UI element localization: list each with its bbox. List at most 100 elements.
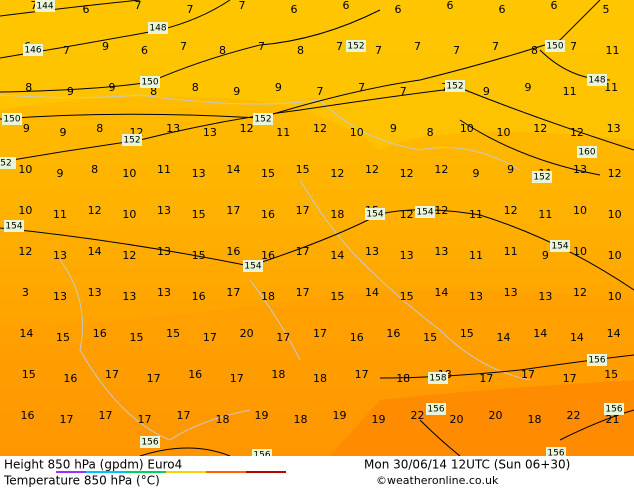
temperature-label: 11 <box>606 44 620 57</box>
temperature-label: 18 <box>271 368 285 381</box>
temperature-label: 15 <box>166 327 180 340</box>
temperature-label: 13 <box>166 122 180 135</box>
temperature-label: 7 <box>358 81 365 94</box>
temperature-label: 7 <box>441 81 448 94</box>
temperature-label: 14 <box>607 327 621 340</box>
temperature-label: 15 <box>604 368 618 381</box>
temperature-label: 6 <box>447 0 454 12</box>
temperature-label: 7 <box>400 85 407 98</box>
temperature-label: 17 <box>203 331 217 344</box>
temperature-label: 9 <box>275 81 282 94</box>
contour-label-box <box>577 146 597 158</box>
temperature-label: 14 <box>570 331 584 344</box>
contour-label-box <box>550 240 570 252</box>
temperature-label: 8 <box>91 163 98 176</box>
temperature-label: 13 <box>434 245 448 258</box>
contour-label: 156 <box>605 405 622 415</box>
temperature-label: 7 <box>375 44 382 57</box>
contour-label-box <box>426 403 446 415</box>
contour-label: 148 <box>149 24 166 34</box>
contour-label-box <box>365 208 385 220</box>
temperature-label: 14 <box>88 245 102 258</box>
temperature-label: 16 <box>93 327 107 340</box>
temperature-label: 7 <box>63 44 70 57</box>
contour-label: 156 <box>588 356 605 366</box>
footer-right-bottom: ©weatheronline.co.uk <box>376 474 499 487</box>
temperature-label: 17 <box>521 368 535 381</box>
temperature-label: 9 <box>525 81 532 94</box>
temperature-label: 17 <box>563 372 577 385</box>
temperature-label: 9 <box>57 167 64 180</box>
temperature-label: 15 <box>423 331 437 344</box>
contour-label-box <box>445 80 465 92</box>
temperature-label: 13 <box>53 290 67 303</box>
temperature-label: 7 <box>414 40 421 53</box>
temperature-label: 10 <box>460 122 474 135</box>
temperature-label: 14 <box>533 327 547 340</box>
temperature-label: 5 <box>603 3 610 16</box>
contour-label: 146 <box>24 46 41 56</box>
temperature-label: 15 <box>400 290 414 303</box>
contour-label-box <box>243 260 263 272</box>
temperature-label: 17 <box>226 286 240 299</box>
temperature-label: 11 <box>53 208 67 221</box>
temperature-label: 11 <box>538 208 552 221</box>
contour-label: 156 <box>141 438 158 448</box>
temperature-label: 13 <box>504 286 518 299</box>
temperature-label: 14 <box>365 286 379 299</box>
temperature-label: 14 <box>330 249 344 262</box>
temperature-label: 17 <box>99 409 113 422</box>
contour-label: 156 <box>427 405 444 415</box>
temperature-label: 19 <box>333 409 347 422</box>
temperature-label: 8 <box>427 126 434 139</box>
temperature-label: 14 <box>497 331 511 344</box>
temperature-label: 15 <box>330 290 344 303</box>
temperature-label: 10 <box>18 163 32 176</box>
temperature-label: 13 <box>400 249 414 262</box>
temperature-label: 6 <box>551 0 558 12</box>
contour-label: 158 <box>429 374 446 384</box>
temperature-label: 9 <box>23 122 30 135</box>
temperature-label: 13 <box>203 126 217 139</box>
temperature-label: 12 <box>570 126 584 139</box>
contour-label: 150 <box>546 42 563 52</box>
footer-left-bottom: Temperature 850 hPa (°C) <box>3 474 160 488</box>
temperature-label: 13 <box>538 290 552 303</box>
temperature-label: 12 <box>240 122 254 135</box>
temperature-label: 3 <box>22 286 29 299</box>
temperature-label: 10 <box>122 167 136 180</box>
temperature-label: 9 <box>67 85 74 98</box>
temperature-label: 18 <box>216 413 230 426</box>
temperature-label: 17 <box>296 245 310 258</box>
temperature-label: 18 <box>313 372 327 385</box>
temperature-label: 12 <box>330 167 344 180</box>
temperature-label: 15 <box>129 331 143 344</box>
contour-label: 154 <box>416 208 433 218</box>
temperature-label: 16 <box>350 331 364 344</box>
temperature-label: 11 <box>604 81 618 94</box>
temperature-label: 8 <box>96 122 103 135</box>
temperature-label: 16 <box>226 245 240 258</box>
temperature-label: 9 <box>109 81 116 94</box>
temperature-label: 14 <box>226 163 240 176</box>
temperature-label: 18 <box>396 372 410 385</box>
temperature-label: 20 <box>450 413 464 426</box>
temperature-label: 17 <box>313 327 327 340</box>
temperature-label: 9 <box>507 163 514 176</box>
contour-label: 160 <box>578 148 595 158</box>
coastlines <box>0 94 531 441</box>
temperature-label: 11 <box>276 126 290 139</box>
temperature-label: 7 <box>180 40 187 53</box>
temperature-label: 8 <box>25 81 32 94</box>
contour-label-box <box>23 44 43 56</box>
temperature-label: 8 <box>150 85 157 98</box>
temperature-label: 10 <box>573 245 587 258</box>
temperature-label: 17 <box>105 368 119 381</box>
temperature-label: 8 <box>531 44 538 57</box>
contour-label-box <box>346 40 366 52</box>
temperature-label: 13 <box>192 167 206 180</box>
temperature-label: 15 <box>56 331 70 344</box>
contour-label: 52 <box>0 159 11 169</box>
temperature-label: 7 <box>336 40 343 53</box>
temperature-label: 12 <box>608 167 622 180</box>
